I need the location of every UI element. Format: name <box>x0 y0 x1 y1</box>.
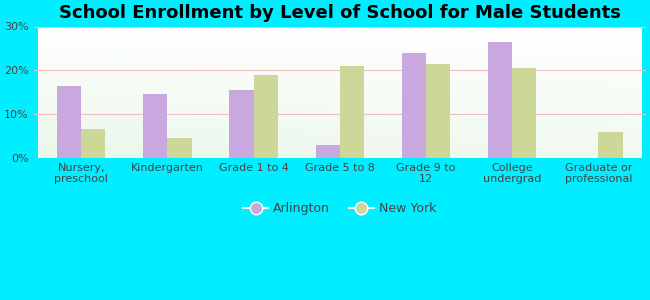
Bar <box>426 64 450 158</box>
Bar <box>316 145 340 158</box>
Bar <box>254 75 278 158</box>
Bar <box>340 66 364 158</box>
Bar <box>599 132 623 158</box>
Bar <box>488 42 512 158</box>
Bar <box>402 53 426 158</box>
Bar <box>57 86 81 158</box>
Title: School Enrollment by Level of School for Male Students: School Enrollment by Level of School for… <box>59 4 621 22</box>
Bar <box>81 130 105 158</box>
Bar <box>512 68 536 158</box>
Legend: Arlington, New York: Arlington, New York <box>239 197 441 220</box>
Bar <box>229 90 254 158</box>
Bar <box>168 138 192 158</box>
Bar <box>143 94 168 158</box>
